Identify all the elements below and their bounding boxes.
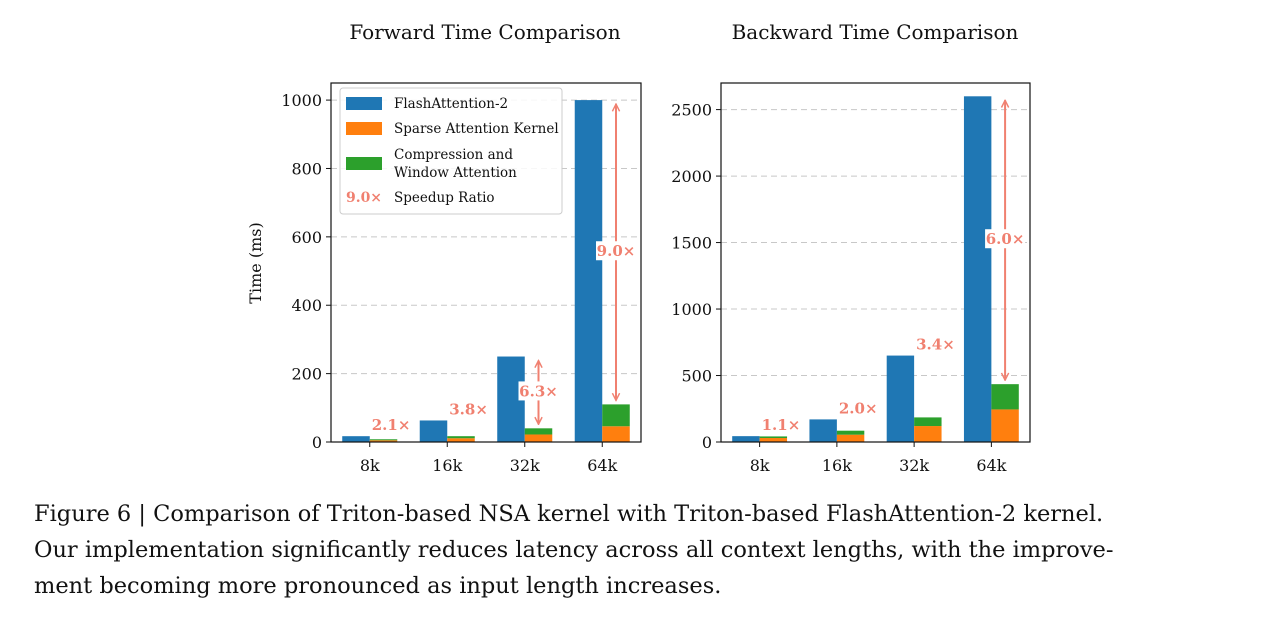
forward-y-axis-label: Time (ms) <box>246 222 265 303</box>
forward-y-tick-label: 1000 <box>281 91 322 110</box>
forward-speedup-label-64k: 9.0× <box>597 242 636 260</box>
forward-chart-title: Forward Time Comparison <box>349 20 620 44</box>
figure-caption: Figure 6 | Comparison of Triton-based NS… <box>34 496 1254 604</box>
backward-bar-flashattention-32k <box>886 355 915 442</box>
backward-bar-sparse-16k <box>836 434 865 442</box>
backward-bar-sparse-32k <box>914 426 942 442</box>
backward-bar-flashattention-64k <box>963 96 992 442</box>
backward-axes-frame <box>720 82 1031 443</box>
forward-y-tick-label: 200 <box>291 365 322 384</box>
forward-y-tick-label: 0 <box>312 433 322 452</box>
forward-bar-sparse-64k <box>602 426 630 442</box>
legend-label-compression-line1: Compression and <box>394 147 513 163</box>
backward-y-tick-label: 0 <box>702 433 712 452</box>
forward-bar-compression-8k <box>369 439 398 441</box>
backward-bar-sparse-8k <box>759 438 788 442</box>
backward-speedup-label-16k: 2.0× <box>839 399 878 417</box>
legend-swatch-compression <box>346 157 382 170</box>
forward-speedup-label-bg <box>518 381 559 401</box>
backward-y-tick-label: 2500 <box>671 101 712 120</box>
backward-bar-sparse-64k <box>991 409 1019 442</box>
forward-bar-flashattention-16k <box>419 420 448 442</box>
backward-bar-flashattention-16k <box>809 419 837 442</box>
backward-bar-flashattention-8k <box>732 436 760 442</box>
forward-bar-sparse-32k <box>524 434 553 442</box>
forward-chart: 0 200 400 600 800 1000 8k 2.1× 16k 3.8× 32k 6.3× 64k… <box>281 82 642 475</box>
backward-bar-compression-8k <box>759 436 788 439</box>
backward-speedup-label-8k: 1.1× <box>762 416 801 434</box>
backward-bar-compression-64k <box>991 384 1019 410</box>
forward-bar-flashattention-64k <box>574 100 603 442</box>
backward-x-tick-label-64k: 64k <box>976 456 1006 475</box>
backward-x-tick-label-8k: 8k <box>750 456 770 475</box>
backward-bar-compression-16k <box>836 430 865 435</box>
backward-chart: 0 500 1000 1500 2000 2500 8k 1.1× 16k 2.0× 32k 3.4×… <box>671 82 1031 475</box>
backward-x-tick-label-16k: 16k <box>822 456 852 475</box>
forward-axes-frame <box>330 82 642 443</box>
forward-bar-compression-64k <box>602 404 630 427</box>
forward-bar-compression-32k <box>524 428 553 435</box>
legend-swatch-sparse <box>346 122 382 135</box>
legend-label-sparse: Sparse Attention Kernel <box>394 121 559 137</box>
forward-bar-sparse-8k <box>369 440 398 442</box>
backward-chart-title: Backward Time Comparison <box>732 20 1019 44</box>
chart-legend: FlashAttention-2 Sparse Attention Kernel… <box>339 87 563 215</box>
backward-y-tick-label: 2000 <box>671 167 712 186</box>
legend-label-speedup: Speedup Ratio <box>394 190 495 206</box>
backward-speedup-label-bg <box>985 229 1026 249</box>
caption-line-1: Figure 6 | Comparison of Triton-based NS… <box>34 501 1104 527</box>
legend-swatch-flashattention <box>346 97 382 110</box>
forward-y-tick-label: 800 <box>291 159 322 178</box>
figure-canvas: Forward Time Comparison Backward Time Co… <box>246 20 1031 475</box>
backward-bar-compression-32k <box>914 417 942 427</box>
forward-x-tick-label-16k: 16k <box>432 456 462 475</box>
forward-speedup-label-8k: 2.1× <box>372 416 411 434</box>
forward-speedup-label-bg <box>596 241 637 261</box>
forward-y-tick-label: 400 <box>291 296 322 315</box>
backward-y-tick-label: 1000 <box>671 300 712 319</box>
backward-y-tick-label: 500 <box>681 367 712 386</box>
forward-speedup-label-16k: 3.8× <box>449 400 488 418</box>
legend-label-flashattention: FlashAttention-2 <box>394 96 508 112</box>
legend-label-compression-line2: Window Attention <box>394 165 517 181</box>
forward-y-tick-label: 600 <box>291 228 322 247</box>
forward-x-tick-label-32k: 32k <box>510 456 540 475</box>
forward-x-tick-label-8k: 8k <box>360 456 380 475</box>
forward-speedup-label-32k: 6.3× <box>519 382 558 400</box>
backward-speedup-label-64k: 6.0× <box>986 230 1025 248</box>
backward-speedup-label-32k: 3.4× <box>916 336 955 354</box>
caption-line-2: Our implementation significantly reduces… <box>34 537 1114 563</box>
forward-x-tick-label-64k: 64k <box>587 456 617 475</box>
forward-bar-flashattention-8k <box>342 436 370 442</box>
caption-line-3: ment becoming more pronounced as input l… <box>34 573 722 599</box>
legend-speedup-sample: 9.0× <box>346 190 382 206</box>
backward-x-tick-label-32k: 32k <box>899 456 929 475</box>
forward-bar-sparse-16k <box>447 438 475 442</box>
backward-y-tick-label: 1500 <box>671 234 712 253</box>
forward-bar-compression-16k <box>447 436 475 439</box>
